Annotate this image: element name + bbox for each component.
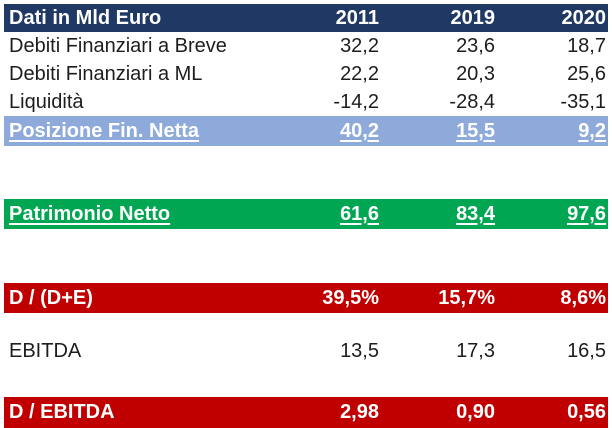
table-row-debiti-breve: Debiti Finanziari a Breve 32,2 23,6 18,7	[4, 32, 608, 60]
table-row-debiti-ml: Debiti Finanziari a ML 22,2 20,3 25,6	[4, 60, 608, 88]
row-value: -14,2	[333, 90, 379, 113]
row-value: -28,4	[449, 90, 495, 113]
row-value: 25,6	[567, 62, 606, 85]
row-label: Debiti Finanziari a Breve	[9, 34, 227, 57]
row-value: 97,6	[567, 202, 606, 225]
column-header-2019: 2019	[450, 6, 496, 29]
table-row-ebitda: EBITDA 13,5 17,3 16,5	[4, 337, 608, 365]
row-value: 2,98	[340, 401, 379, 423]
row-label: Patrimonio Netto	[9, 202, 171, 225]
row-label: Debiti Finanziari a ML	[9, 62, 203, 85]
row-label: Posizione Fin. Netta	[9, 119, 200, 142]
table-row-d-over-d-plus-e: D / (D+E) 39,5% 15,7% 8,6%	[4, 283, 608, 313]
table-row-patrimonio-netto: Patrimonio Netto 61,6 83,4 97,6	[4, 199, 608, 229]
table-title: Dati in Mld Euro	[9, 6, 162, 29]
row-value: 18,7	[567, 34, 606, 57]
row-value: 83,4	[456, 202, 495, 225]
row-label: D / (D+E)	[9, 286, 93, 309]
row-value: 0,56	[567, 401, 606, 423]
row-label: EBITDA	[9, 339, 82, 362]
row-value: 16,5	[567, 339, 606, 362]
row-value: 8,6%	[560, 286, 606, 309]
row-value: 9,2	[578, 119, 606, 142]
column-header-2020: 2020	[561, 6, 607, 29]
row-value: -35,1	[560, 90, 606, 113]
table-header-row: Dati in Mld Euro 2011 2019 2020	[4, 4, 608, 32]
row-value: 23,6	[456, 34, 495, 57]
row-value: 61,6	[340, 202, 379, 225]
row-value: 0,90	[456, 401, 495, 423]
table-row-d-over-ebitda: D / EBITDA 2,98 0,90 0,56	[4, 397, 608, 428]
row-value: 32,2	[340, 34, 379, 57]
row-value: 15,5	[456, 119, 495, 142]
row-label: D / EBITDA	[9, 401, 115, 423]
table-row-posizione-fin-netta: Posizione Fin. Netta 40,2 15,5 9,2	[4, 116, 608, 146]
row-value: 13,5	[340, 339, 379, 362]
table-row-liquidita: Liquidità -14,2 -28,4 -35,1	[4, 88, 608, 116]
column-header-2011: 2011	[335, 6, 379, 29]
row-value: 22,2	[340, 62, 379, 85]
row-value: 40,2	[340, 119, 379, 142]
row-value: 20,3	[456, 62, 495, 85]
row-value: 17,3	[456, 339, 495, 362]
row-value: 39,5%	[322, 286, 379, 309]
row-value: 15,7%	[438, 286, 495, 309]
row-label: Liquidità	[9, 90, 84, 113]
